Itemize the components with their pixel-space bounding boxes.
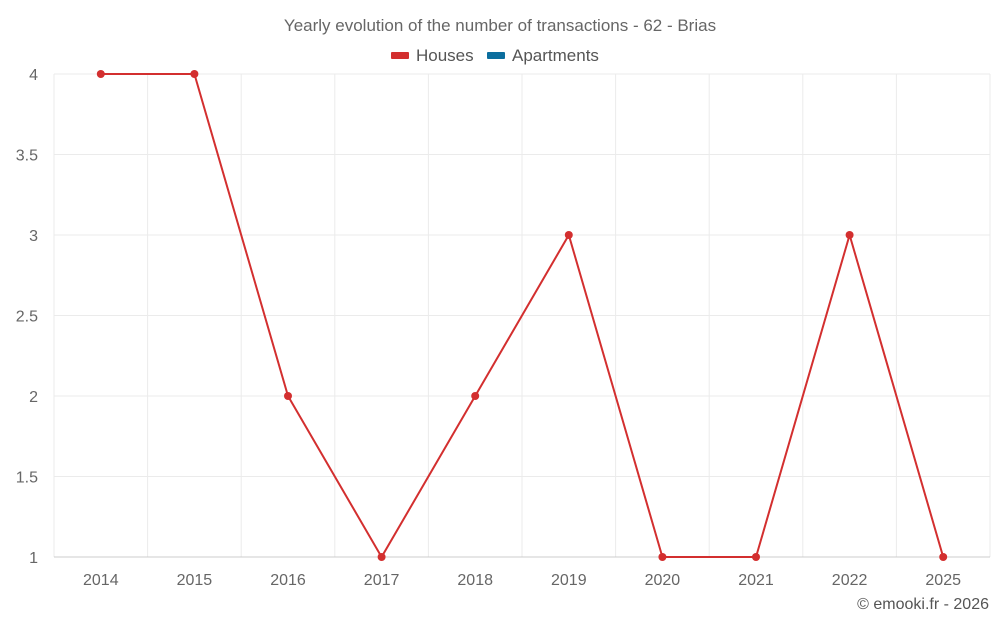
data-point-houses[interactable] [939,553,948,561]
legend-swatch-houses [391,52,409,59]
credit-text: © emooki.fr - 2026 [857,596,989,613]
legend-label-houses: Houses [416,46,474,65]
x-tick-label: 2017 [364,572,400,589]
data-point-houses[interactable] [564,231,573,239]
x-tick-label: 2020 [645,572,681,589]
data-point-houses[interactable] [471,392,480,400]
legend: Houses Apartments [391,46,599,65]
data-point-houses[interactable] [658,553,667,561]
legend-item-apartments[interactable]: Apartments [487,46,599,65]
x-tick-label: 2014 [83,572,119,589]
y-tick-label: 1.5 [16,470,38,487]
x-tick-label: 2019 [551,572,587,589]
data-point-houses[interactable] [96,70,105,78]
data-point-houses[interactable] [284,392,292,400]
y-tick-label: 4 [29,67,38,84]
legend-swatch-apartments [487,52,505,59]
x-tick-label: 2021 [738,572,774,589]
series-layer [96,70,948,561]
x-tick-label: 2015 [177,572,213,589]
legend-item-houses[interactable]: Houses [391,46,474,65]
x-tick-label: 2016 [270,572,306,589]
y-tick-label: 3.5 [16,148,38,165]
axes: 1 1.5 2 2.5 3 3.5 4 2014 2015 2016 2017 2018 2019 202… [16,67,990,589]
data-point-houses[interactable] [845,231,854,239]
y-tick-label: 1 [29,550,38,567]
y-tick-label: 2 [29,389,38,406]
data-point-houses[interactable] [752,553,760,561]
chart-title: Yearly evolution of the number of transa… [284,16,716,35]
x-tick-label: 2018 [457,572,493,589]
x-tick-label: 2022 [832,572,868,589]
data-point-houses[interactable] [190,70,199,78]
y-tick-label: 2.5 [16,309,38,326]
data-point-houses[interactable] [377,553,386,561]
series-line-houses [100,73,945,558]
y-tick-label: 3 [29,228,38,245]
legend-label-apartments: Apartments [512,46,599,65]
x-tick-label: 2025 [925,572,961,589]
grid [53,73,991,557]
